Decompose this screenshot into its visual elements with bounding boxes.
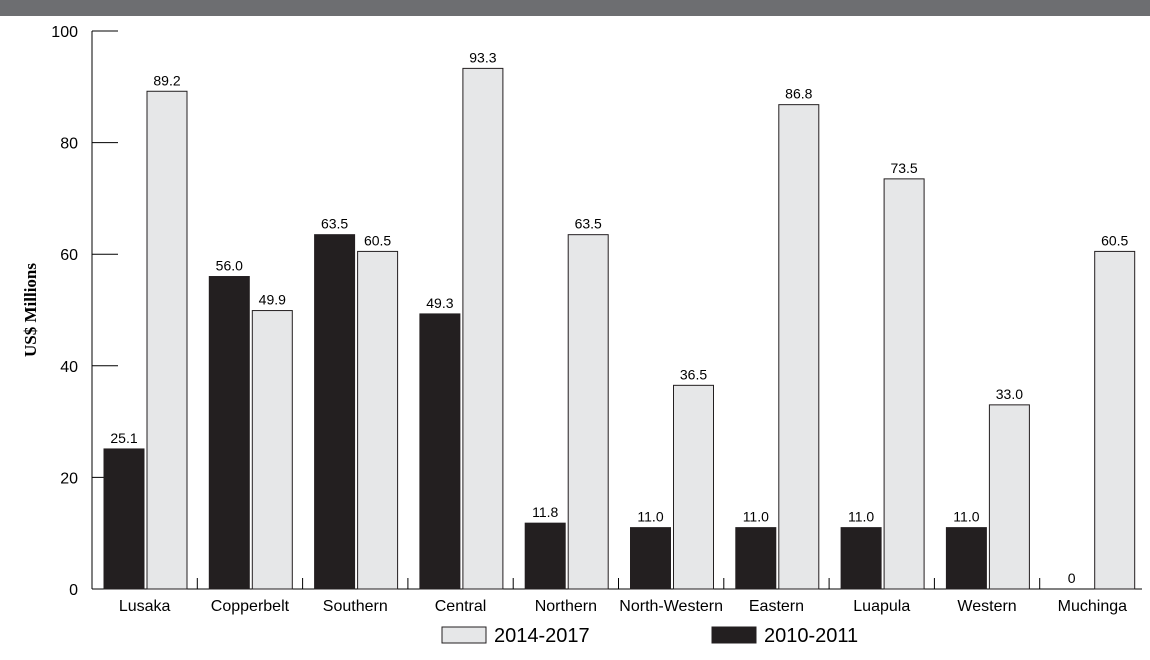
y-tick-label: 80 xyxy=(60,136,78,153)
data-label: 11.0 xyxy=(953,509,979,525)
x-tick-label: Central xyxy=(435,598,487,615)
x-tick-label: Western xyxy=(957,598,1016,615)
bar-2014-2017 xyxy=(462,67,504,590)
bar-2014-2017 xyxy=(251,310,293,590)
data-label: 11.0 xyxy=(743,509,769,525)
bar-2010-2011 xyxy=(208,276,250,590)
data-label: 0 xyxy=(1068,570,1076,586)
data-label: 60.5 xyxy=(1101,232,1128,248)
bar-2014-2017 xyxy=(778,104,820,590)
bar-2010-2011 xyxy=(103,448,145,590)
bar-2010-2011 xyxy=(945,527,987,590)
legend-label: 2010-2011 xyxy=(764,625,858,647)
y-tick-label: 40 xyxy=(60,359,78,376)
data-label: 73.5 xyxy=(890,160,917,176)
data-label: 11.0 xyxy=(848,509,874,525)
data-label: 25.1 xyxy=(110,430,137,446)
data-label: 49.3 xyxy=(426,295,453,311)
legend-label: 2014-2017 xyxy=(494,625,590,647)
bar-2014-2017 xyxy=(1094,250,1136,590)
bar-2014-2017 xyxy=(883,178,925,590)
data-label: 89.2 xyxy=(153,72,180,88)
bar-2010-2011 xyxy=(419,313,461,590)
data-label: 60.5 xyxy=(364,232,391,248)
bar-2010-2011 xyxy=(314,234,356,590)
x-tick-label: Luapula xyxy=(853,598,910,615)
data-label: 86.8 xyxy=(785,86,812,102)
x-tick-label: North-Western xyxy=(619,598,723,615)
x-tick-label: Copperbelt xyxy=(211,598,290,615)
x-tick-label: Eastern xyxy=(749,598,804,615)
bar-2010-2011 xyxy=(524,522,566,590)
data-label: 49.9 xyxy=(259,292,286,308)
x-tick-label: Muchinga xyxy=(1058,598,1127,615)
bars xyxy=(103,67,1136,590)
data-label: 63.5 xyxy=(321,216,348,232)
y-tick-label: 0 xyxy=(69,582,78,599)
y-tick-label: 20 xyxy=(60,470,78,487)
bar-2014-2017 xyxy=(567,234,609,590)
bar-2010-2011 xyxy=(840,527,882,590)
bar-2014-2017 xyxy=(146,90,188,590)
x-tick-label: Southern xyxy=(323,598,388,615)
bar-2010-2011 xyxy=(630,527,671,590)
x-tick-label: Northern xyxy=(535,598,597,615)
x-tick-label: Lusaka xyxy=(119,598,171,615)
legend: 2014-2017 2010-2011 xyxy=(441,625,858,647)
legend-swatch xyxy=(711,626,757,644)
bar-2014-2017 xyxy=(357,250,399,590)
header-band xyxy=(0,0,1150,16)
y-axis: 0 20 40 60 80 100 xyxy=(51,24,118,599)
bar-labels: 25.1 89.2 56.0 49.9 63.5 60.5 49.3 93.3 11.8 63.5… xyxy=(110,49,1128,586)
y-tick-label: 60 xyxy=(60,247,78,264)
data-label: 63.5 xyxy=(575,216,602,232)
data-label: 36.5 xyxy=(680,366,707,382)
data-label: 11.0 xyxy=(637,509,663,525)
data-label: 33.0 xyxy=(996,386,1023,402)
data-label: 93.3 xyxy=(469,49,496,65)
bar-2014-2017 xyxy=(988,404,1030,590)
legend-swatch xyxy=(441,626,487,644)
bar-2010-2011 xyxy=(735,527,777,590)
data-label: 11.8 xyxy=(532,504,558,520)
data-label: 56.0 xyxy=(216,258,243,274)
y-axis-label: US$ Millions xyxy=(21,263,40,357)
bar-2014-2017 xyxy=(673,384,714,590)
y-tick-label: 100 xyxy=(51,24,78,41)
